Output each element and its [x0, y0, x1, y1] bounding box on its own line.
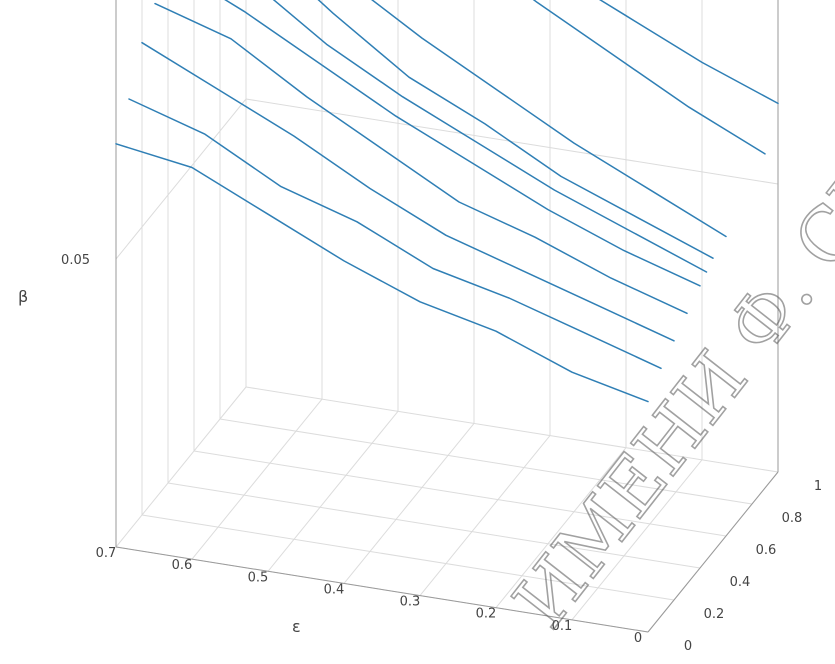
y-tick-label: 0.2 — [704, 607, 725, 622]
x-tick-label: 0.1 — [552, 619, 573, 634]
y-tick-label: 0.4 — [730, 575, 751, 590]
series-line — [317, 0, 714, 259]
x-tick-label: 0.6 — [172, 558, 193, 573]
chart-labels: 0.70.60.50.40.30.20.1000.20.40.60.810.10… — [61, 253, 822, 654]
y-axis-line — [647, 471, 779, 633]
series-line — [115, 143, 649, 403]
x-axis-title: ε — [292, 617, 301, 636]
series-line — [141, 41, 675, 342]
series-line — [371, 0, 727, 238]
floor-grid-line — [419, 435, 551, 596]
floor-grid-line — [115, 386, 247, 548]
z-axis-title: β — [18, 287, 28, 306]
chart-grid — [115, 0, 779, 633]
x-tick-label: 0.5 — [248, 570, 269, 585]
floor-grid-line — [193, 450, 727, 537]
series-line — [224, 0, 701, 287]
series-line — [128, 98, 662, 370]
back-wall-grid-line — [245, 98, 779, 185]
floor-grid-line — [571, 459, 703, 621]
floor-grid-line — [495, 447, 627, 609]
z-tick-label: 0.05 — [61, 253, 90, 268]
x-tick-label: 0 — [634, 631, 642, 646]
floor-grid-line — [267, 410, 399, 572]
chart-series-group — [115, 0, 779, 403]
floor-grid-line — [343, 423, 475, 584]
floor-grid-line — [245, 386, 779, 473]
floor-grid-line — [219, 418, 753, 505]
x-axis-line — [115, 546, 649, 633]
x-tick-label: 0.7 — [96, 546, 117, 561]
series-line — [532, 0, 766, 155]
floor-grid-line — [141, 514, 675, 601]
y-tick-label: 1 — [814, 479, 822, 494]
watermark-text: ИМЕНИ Ф. СК — [497, 142, 835, 644]
series-line — [272, 0, 708, 273]
x-tick-label: 0.4 — [324, 582, 345, 597]
x-tick-label: 0.2 — [476, 607, 497, 622]
series-line — [599, 0, 779, 105]
floor-grid-line — [191, 398, 323, 560]
floor-grid-line — [167, 482, 701, 569]
series-line — [154, 2, 688, 315]
y-tick-label: 0.6 — [756, 543, 777, 558]
side-wall-grid-line — [115, 98, 247, 260]
y-tick-label: 0.8 — [782, 511, 803, 526]
x-tick-label: 0.3 — [400, 595, 421, 610]
y-tick-label: 0 — [684, 639, 692, 654]
